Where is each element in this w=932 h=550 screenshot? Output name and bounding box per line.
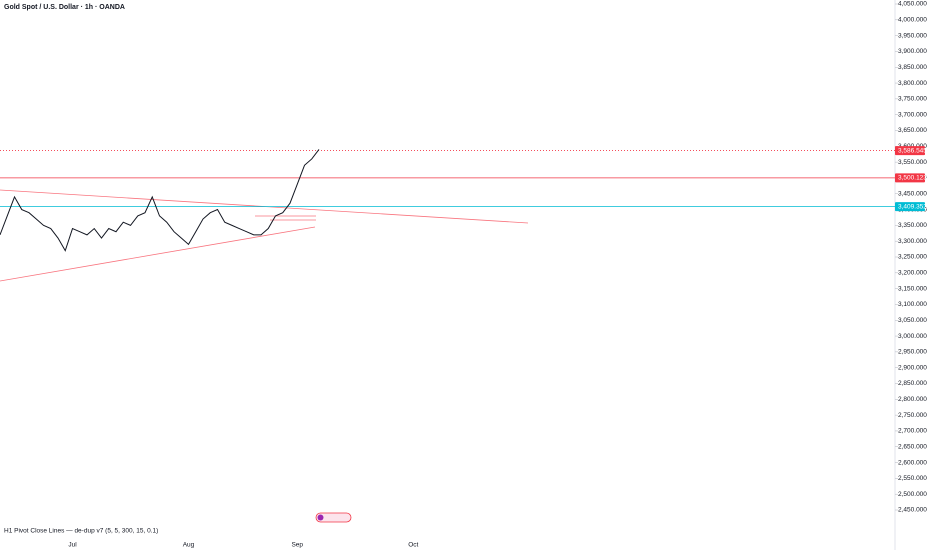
x-tick-label: Jul [68,542,77,549]
y-tick-label: 3,750.000 [898,96,927,103]
price-label: 3,409.352 [898,203,927,210]
y-tick-label: 4,000.000 [898,17,927,24]
y-tick-label: 2,800.000 [898,396,927,403]
y-tick-label: 3,550.000 [898,159,927,166]
y-tick-label: 3,300.000 [898,238,927,245]
y-tick-label: 3,650.000 [898,127,927,134]
y-tick-label: 3,350.000 [898,222,927,229]
price-label-box [895,173,925,183]
y-tick-label: 2,600.000 [898,459,927,466]
y-tick-label: 3,250.000 [898,254,927,261]
y-tick-label: 2,750.000 [898,412,927,419]
y-tick-label: 2,950.000 [898,349,927,356]
y-tick-label: 3,200.000 [898,270,927,277]
y-tick-label: 2,650.000 [898,443,927,450]
y-tick-label: 2,700.000 [898,428,927,435]
y-tick-label: 3,700.000 [898,111,927,118]
price-label: 3,586.545 [898,147,927,154]
trendlines [0,189,529,282]
y-tick-label: 3,850.000 [898,64,927,71]
price-line-series [0,149,320,252]
y-tick-label: 3,950.000 [898,32,927,39]
x-tick-label: Sep [291,542,303,549]
price-label: 3,500.123 [898,175,927,182]
y-tick-label: 4,050.000 [898,1,927,8]
x-tick-label: Aug [183,542,195,549]
y-tick-label: 2,500.000 [898,491,927,498]
y-tick-label: 3,450.000 [898,190,927,197]
y-tick-label: 2,450.000 [898,507,927,514]
badge [315,512,352,523]
y-tick-label: 2,850.000 [898,380,927,387]
y-tick-label: 3,150.000 [898,285,927,292]
chart-title: Gold Spot / U.S. Dollar · 1h · OANDA [4,4,125,11]
x-tick-label: Oct [408,542,418,549]
logo-icon [315,512,352,523]
badge-dot [317,514,324,521]
y-tick-label: 3,100.000 [898,301,927,308]
price-label-box [895,146,925,156]
trendline [0,226,316,282]
y-tick-label: 3,800.000 [898,80,927,87]
y-tick-label: 3,000.000 [898,333,927,340]
indicator-label: H1 Pivot Close Lines — de-dup v7 (5, 5, … [4,528,158,535]
y-tick-label: 2,550.000 [898,475,927,482]
price-label-box [895,202,925,212]
y-tick-label: 2,900.000 [898,364,927,371]
y-tick-label: 3,050.000 [898,317,927,324]
y-tick-label: 3,900.000 [898,48,927,55]
